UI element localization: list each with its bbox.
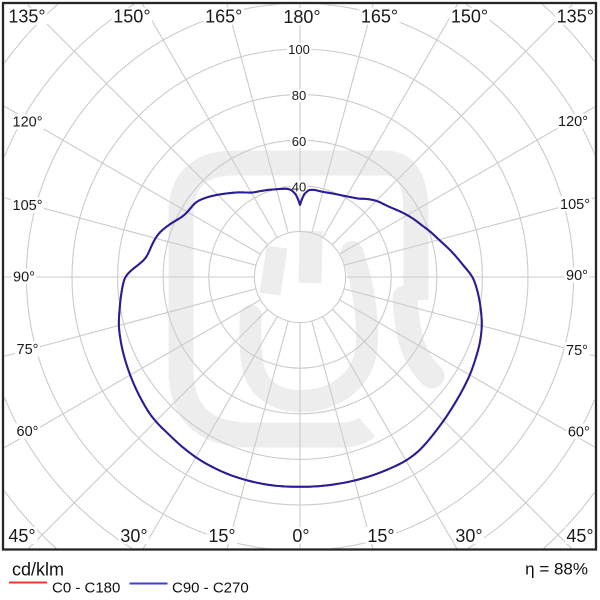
svg-text:135°: 135° bbox=[8, 7, 45, 27]
svg-text:40: 40 bbox=[292, 180, 306, 195]
svg-text:C0 - C180: C0 - C180 bbox=[52, 580, 120, 597]
svg-text:60°: 60° bbox=[568, 424, 590, 440]
svg-text:165°: 165° bbox=[205, 7, 242, 27]
svg-text:60: 60 bbox=[292, 134, 306, 149]
svg-text:90°: 90° bbox=[566, 268, 588, 284]
svg-text:120°: 120° bbox=[558, 114, 588, 130]
svg-text:cd/klm: cd/klm bbox=[12, 560, 64, 580]
svg-text:135°: 135° bbox=[557, 7, 594, 27]
svg-text:C90 - C270: C90 - C270 bbox=[172, 580, 249, 597]
svg-text:150°: 150° bbox=[451, 7, 488, 27]
svg-text:60°: 60° bbox=[17, 424, 39, 440]
svg-text:80: 80 bbox=[292, 88, 306, 103]
svg-text:15°: 15° bbox=[208, 526, 235, 546]
svg-text:η = 88%: η = 88% bbox=[525, 560, 588, 579]
svg-text:120°: 120° bbox=[13, 115, 43, 131]
svg-text:180°: 180° bbox=[283, 7, 320, 27]
svg-text:105°: 105° bbox=[13, 198, 43, 214]
svg-text:75°: 75° bbox=[566, 343, 588, 359]
svg-text:45°: 45° bbox=[566, 526, 593, 546]
svg-text:30°: 30° bbox=[120, 526, 147, 546]
svg-text:100: 100 bbox=[288, 42, 310, 57]
svg-text:15°: 15° bbox=[367, 526, 394, 546]
svg-text:45°: 45° bbox=[8, 526, 35, 546]
svg-text:90°: 90° bbox=[13, 270, 35, 286]
svg-text:75°: 75° bbox=[17, 342, 39, 358]
svg-text:30°: 30° bbox=[455, 526, 482, 546]
svg-text:0°: 0° bbox=[292, 526, 309, 546]
svg-text:150°: 150° bbox=[113, 7, 150, 27]
svg-text:165°: 165° bbox=[361, 7, 398, 27]
svg-text:105°: 105° bbox=[560, 197, 590, 213]
